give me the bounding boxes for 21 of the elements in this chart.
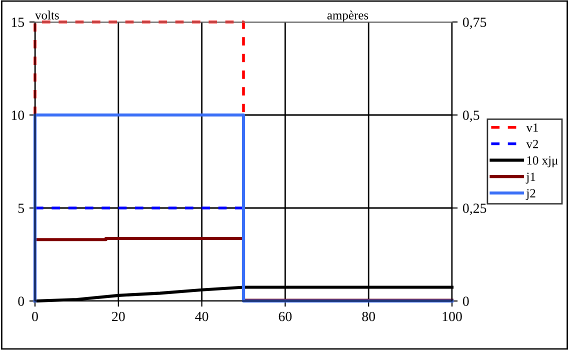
x-tick-label: 40 <box>195 312 208 322</box>
y2-axis-title: ampères <box>327 10 368 22</box>
legend-label: j2 <box>526 189 536 200</box>
y2-tick-label: 0,25 <box>462 204 486 215</box>
y2-tick-label: 0,5 <box>462 110 480 122</box>
legend-label: v1 <box>526 123 538 132</box>
y-tick-label: 15 <box>12 18 24 27</box>
y-axis-title: volts <box>35 10 59 20</box>
x-tick-label: 20 <box>112 312 125 322</box>
x-tick-label: 60 <box>278 312 292 322</box>
legend-label: 10 xjμ <box>527 156 558 168</box>
y-tick-label: 0 <box>18 296 24 306</box>
y2-tick-label: 0 <box>462 296 469 306</box>
x-tick-label: 80 <box>362 312 376 322</box>
x-tick-label: 0 <box>32 312 38 322</box>
y2-tick-label: 0,75 <box>462 18 486 29</box>
y-tick-label: 10 <box>12 110 24 120</box>
legend-label: j1 <box>526 172 536 184</box>
legend-label: v2 <box>526 140 538 148</box>
y-tick-label: 5 <box>18 204 24 213</box>
x-tick-label: 100 <box>442 312 462 322</box>
